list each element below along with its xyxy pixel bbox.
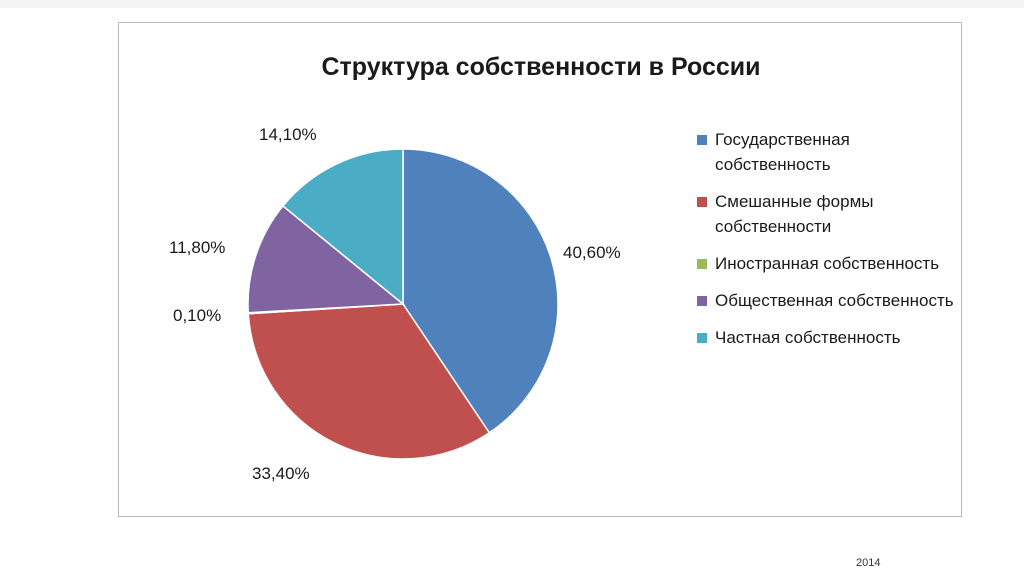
legend-swatch-public <box>697 296 707 306</box>
legend-item-foreign: Иностранная собственность <box>697 251 957 276</box>
pie-slice-mixed <box>247 303 491 460</box>
data-label-foreign: 0,10% <box>173 306 222 325</box>
footer-year: 2014 <box>856 557 881 569</box>
data-label-mixed: 33,40% <box>252 464 310 483</box>
legend-item-public: Общественная собственность <box>697 288 957 313</box>
pie-chart <box>247 148 559 460</box>
legend: Государственная собственность Смешанные … <box>697 127 957 362</box>
legend-label-mixed: Смешанные формы собственности <box>715 192 874 236</box>
data-label-public: 11,80% <box>169 238 226 257</box>
chart-title: Структура собственности в России <box>321 53 761 81</box>
legend-item-private: Частная собственность <box>697 325 957 350</box>
legend-label-public: Общественная собственность <box>715 291 954 310</box>
legend-swatch-private <box>697 333 707 343</box>
legend-swatch-state <box>697 135 707 145</box>
legend-label-foreign: Иностранная собственность <box>715 254 940 273</box>
pie-slice-private <box>281 148 404 306</box>
pie-slice-public <box>247 204 405 314</box>
pie-slice-state <box>402 148 559 434</box>
legend-label-private: Частная собственность <box>715 328 901 347</box>
legend-swatch-mixed <box>697 197 707 207</box>
legend-label-state: Государственная собственность <box>715 130 850 174</box>
legend-item-mixed: Смешанные формы собственности <box>697 189 957 239</box>
chart-frame: Структура собственности в России 40,60% … <box>118 22 962 517</box>
data-label-state: 40,60% <box>563 243 621 262</box>
legend-swatch-foreign <box>697 259 707 269</box>
top-strip <box>0 0 1024 8</box>
data-label-private: 14,10% <box>259 125 317 144</box>
legend-item-state: Государственная собственность <box>697 127 957 177</box>
